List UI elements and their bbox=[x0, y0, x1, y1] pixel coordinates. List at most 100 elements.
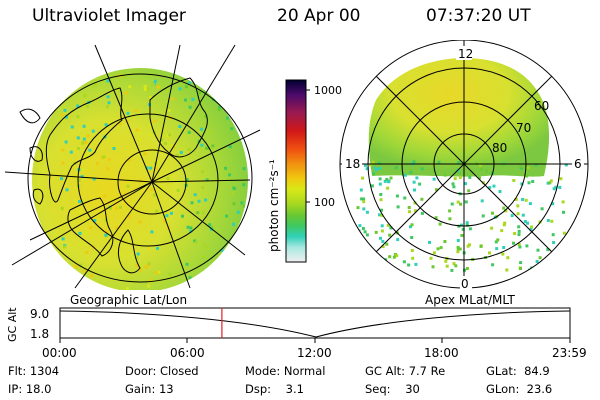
ip-value: 18.0 bbox=[25, 382, 52, 396]
speckle-dot bbox=[189, 226, 193, 230]
speckle-dot bbox=[60, 113, 64, 117]
speckle-dot bbox=[194, 240, 198, 244]
speckle-dot bbox=[480, 199, 484, 203]
speckle-dot bbox=[204, 198, 208, 202]
speckle-dot bbox=[432, 169, 436, 173]
speckle-dot bbox=[402, 260, 406, 264]
speckle-dot bbox=[380, 229, 384, 233]
speckle-dot bbox=[503, 221, 507, 225]
speckle-dot bbox=[168, 116, 172, 120]
speckle-dot bbox=[65, 188, 69, 192]
speckle-dot bbox=[369, 163, 373, 167]
speckle-dot bbox=[63, 108, 67, 112]
speckle-dot bbox=[78, 200, 81, 204]
speckle-dot bbox=[456, 250, 460, 254]
speckle-dot bbox=[396, 238, 400, 242]
speckle-dot bbox=[170, 211, 173, 215]
speckle-dot bbox=[521, 198, 525, 201]
speckle-dot bbox=[234, 94, 237, 98]
seq-label: Seq: bbox=[365, 382, 391, 396]
speckle-dot bbox=[79, 263, 83, 267]
speckle-dot bbox=[75, 72, 79, 76]
speckle-dot bbox=[479, 244, 483, 248]
speckle-dot bbox=[412, 160, 416, 164]
speckle-dot bbox=[373, 166, 377, 170]
speckle-dot bbox=[189, 229, 193, 233]
speckle-dot bbox=[205, 146, 209, 150]
speckle-dot bbox=[488, 186, 492, 190]
speckle-dot bbox=[389, 176, 393, 180]
speckle-dot bbox=[498, 190, 502, 193]
speckle-dot bbox=[546, 248, 550, 252]
glat-label: GLat: bbox=[486, 364, 517, 378]
speckle-dot bbox=[133, 109, 137, 113]
glat-value: 84.9 bbox=[524, 364, 550, 378]
speckle-dot bbox=[564, 262, 568, 266]
colorbar-tick-100: 100 bbox=[314, 196, 335, 209]
speckle-dot bbox=[176, 189, 180, 192]
speckle-dot bbox=[209, 130, 213, 134]
speckle-dot bbox=[365, 167, 369, 171]
speckle-dot bbox=[188, 105, 192, 109]
speckle-dot bbox=[138, 138, 142, 141]
speckle-dot bbox=[65, 115, 68, 119]
speckle-dot bbox=[149, 188, 153, 191]
speckle-dot bbox=[466, 244, 470, 248]
speckle-dot bbox=[244, 275, 247, 279]
speckle-dot bbox=[408, 210, 411, 214]
speckle-dot bbox=[181, 214, 184, 218]
speckle-dot bbox=[154, 167, 158, 171]
speckle-dot bbox=[551, 233, 555, 237]
speckle-dot bbox=[232, 187, 236, 190]
speckle-dot bbox=[381, 245, 385, 249]
coastlines bbox=[19, 77, 208, 274]
speckle-dot bbox=[432, 251, 436, 255]
speckle-dot bbox=[190, 201, 194, 205]
speckle-dot bbox=[387, 180, 391, 184]
speckle-dot bbox=[202, 243, 206, 247]
speckle-dot bbox=[107, 101, 111, 105]
speckle-dot bbox=[452, 262, 456, 266]
speckle-dot bbox=[187, 130, 191, 134]
speckle-dot bbox=[193, 193, 197, 197]
speckle-dot bbox=[248, 210, 251, 213]
speckle-dot bbox=[205, 246, 209, 250]
speckle-dot bbox=[512, 241, 515, 245]
mlt-label-0: 0 bbox=[461, 277, 469, 291]
speckle-dot bbox=[383, 179, 387, 183]
speckle-dot bbox=[536, 248, 540, 252]
speckle-dot bbox=[108, 206, 112, 210]
timeline-xtick-3: 18:00 bbox=[424, 346, 459, 360]
speckle-dot bbox=[365, 210, 369, 214]
speckle-dot bbox=[200, 170, 204, 174]
speckle-dot bbox=[559, 177, 563, 181]
right-map-caption: Apex MLat/MLT bbox=[425, 293, 515, 307]
speckle-dot bbox=[448, 217, 452, 221]
speckle-dot bbox=[413, 209, 417, 213]
speckle-dot bbox=[548, 181, 552, 185]
speckle-dot bbox=[551, 202, 555, 206]
speckle-dot bbox=[185, 178, 189, 182]
speckle-dot bbox=[519, 166, 523, 170]
speckle-dot bbox=[122, 74, 126, 78]
speckle-dot bbox=[118, 205, 122, 209]
speckle-dot bbox=[77, 147, 80, 150]
speckle-dot bbox=[490, 226, 494, 230]
speckle-dot bbox=[385, 242, 389, 246]
speckle-dot bbox=[436, 247, 440, 251]
speckle-dot bbox=[518, 245, 522, 249]
speckle-dot bbox=[395, 254, 399, 258]
speckle-dot bbox=[437, 160, 441, 164]
speckle-dot bbox=[414, 262, 418, 266]
speckle-dot bbox=[240, 68, 244, 72]
speckle-dot bbox=[374, 230, 378, 234]
speckle-dot bbox=[485, 169, 489, 173]
speckle-dot bbox=[156, 160, 160, 164]
speckle-dot bbox=[232, 222, 236, 226]
speckle-dot bbox=[434, 216, 438, 220]
speckle-dot bbox=[505, 268, 509, 272]
speckle-dot bbox=[78, 231, 82, 235]
speckle-dot bbox=[86, 152, 90, 156]
altitude-curve bbox=[59, 310, 571, 338]
gcalt-label: GC Alt: bbox=[365, 364, 406, 378]
